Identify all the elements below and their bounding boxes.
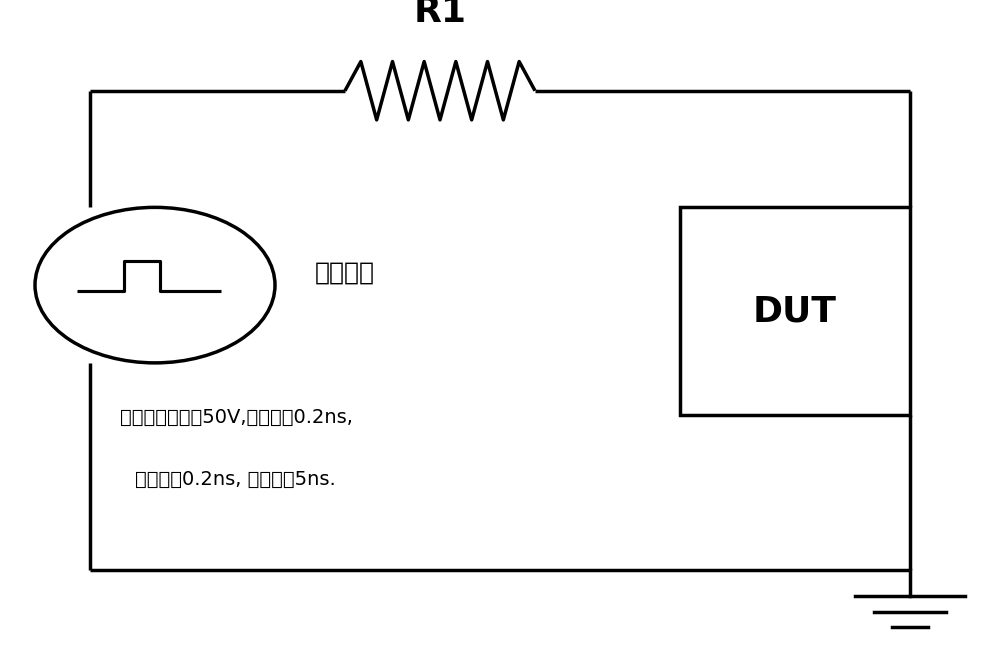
Text: 下降时间0.2ns, 延迟时间5ns.: 下降时间0.2ns, 延迟时间5ns.: [135, 470, 336, 489]
Text: 脉冲电压: 脉冲电压: [315, 260, 375, 284]
Text: R1: R1: [414, 0, 466, 29]
Text: 参数：电压幅值50V,上升时间0.2ns,: 参数：电压幅值50V,上升时间0.2ns,: [120, 408, 353, 427]
Text: DUT: DUT: [753, 294, 837, 328]
FancyBboxPatch shape: [680, 207, 910, 415]
